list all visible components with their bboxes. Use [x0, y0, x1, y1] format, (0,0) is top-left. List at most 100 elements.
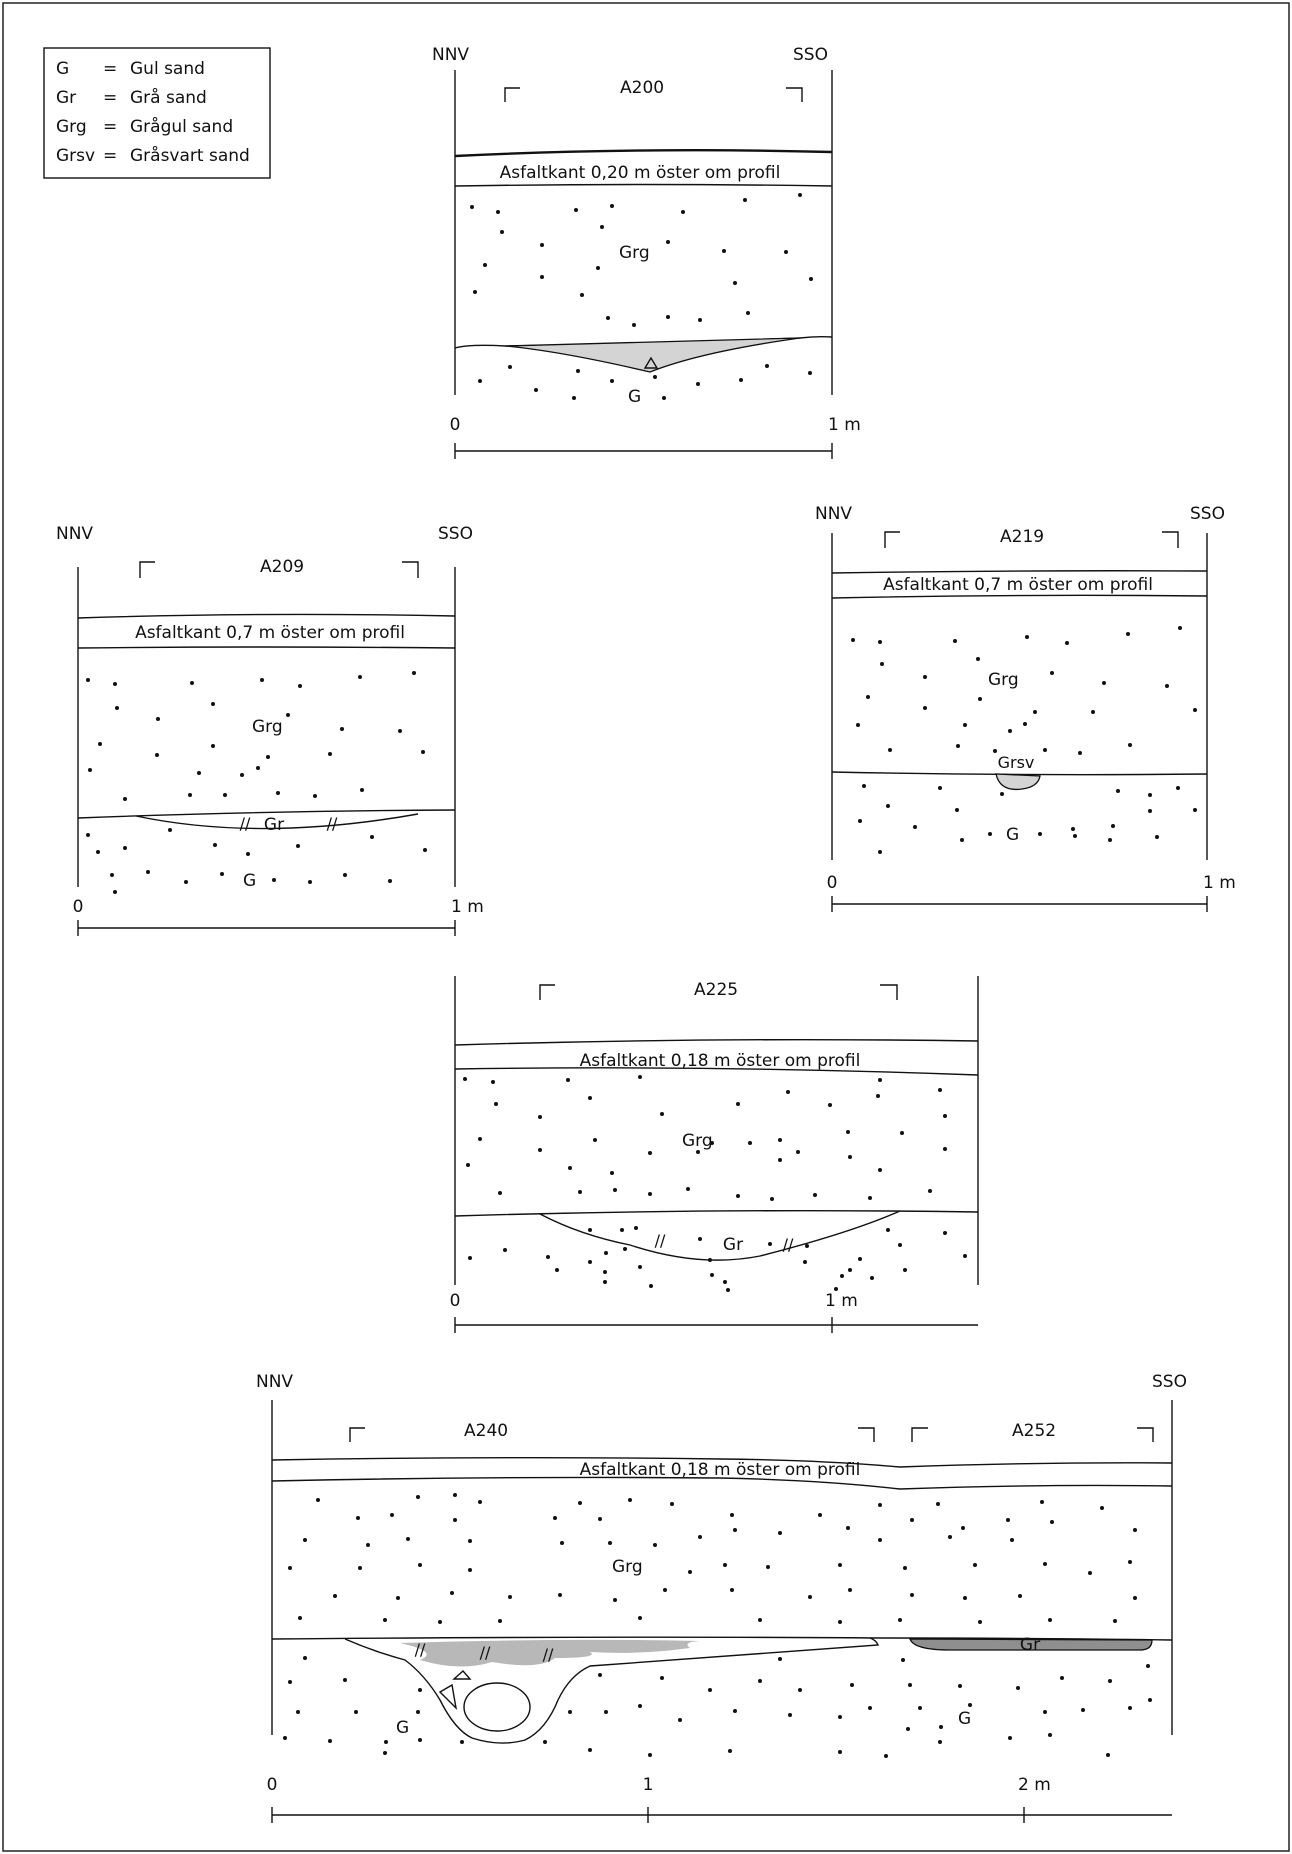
layer-label-grg: Grg — [252, 717, 283, 737]
direction-right-label: SSO — [438, 524, 473, 544]
feature-bracket-left — [539, 984, 555, 1000]
legend-eq-grg: = — [103, 117, 117, 137]
asphalt-note: Asfaltkant 0,20 m öster om profil — [500, 163, 781, 183]
feature-bracket-right — [880, 984, 898, 1000]
feature-label-a240: A240 — [464, 1421, 508, 1441]
direction-left-label: NNV — [256, 1372, 293, 1392]
legend-desc-grsv: Gråsvart sand — [130, 145, 250, 166]
pit-outline — [135, 813, 419, 830]
ground-surface-line — [271, 1457, 1173, 1468]
asphalt-note: Asfaltkant 0,18 m öster om profil — [580, 1051, 861, 1071]
legend-code-grsv: Grsv — [56, 146, 95, 166]
legend-box — [43, 47, 271, 179]
legend-desc-grg: Grågul sand — [130, 116, 233, 137]
legend-eq-grsv: = — [103, 146, 117, 166]
feature-label: A200 — [620, 78, 664, 98]
pit-fill-lens — [504, 337, 801, 373]
feature-label-a252: A252 — [1012, 1421, 1056, 1441]
layer-label-gr: Gr — [264, 815, 284, 835]
asphalt-layer-line — [454, 1067, 979, 1076]
asphalt-note: Asfaltkant 0,7 m öster om profil — [883, 575, 1153, 595]
asphalt-layer-line — [454, 183, 833, 187]
direction-left-label: NNV — [815, 504, 852, 524]
feature-bracket-right-a252 — [1137, 1427, 1154, 1442]
find-marker-icon — [452, 1670, 472, 1680]
stone-boulder-outline — [463, 1682, 531, 1732]
legend-code-g: G — [56, 59, 69, 79]
ground-surface-line — [831, 570, 1208, 574]
feature-bracket-left — [504, 87, 520, 102]
layer-boundary-line — [831, 771, 1208, 776]
layer-boundary-line — [454, 1209, 979, 1217]
layer-label-g-right: G — [958, 1709, 971, 1729]
feature-label: A225 — [694, 980, 738, 1000]
layer-fill-hatch: // — [240, 814, 251, 833]
direction-left-label: NNV — [56, 524, 93, 544]
dots-a209 — [86, 671, 427, 894]
legend-code-grg: Grg — [56, 117, 87, 137]
dots-a200 — [470, 193, 813, 400]
feature-label: A209 — [260, 557, 304, 577]
scale-start-label: 0 — [450, 415, 461, 435]
asphalt-note: Asfaltkant 0,18 m öster om profil — [580, 1460, 861, 1480]
layer-fill-hatch: // — [480, 1643, 491, 1662]
pit-outline — [344, 1637, 880, 1744]
asphalt-note: Asfaltkant 0,7 m öster om profil — [135, 623, 405, 643]
feature-bracket-left-a240 — [349, 1427, 365, 1442]
layer-label-g-left: G — [396, 1718, 409, 1738]
direction-left-label: NNV — [432, 45, 469, 65]
dots-a219 — [851, 626, 1197, 854]
layer-label-grg: Grg — [619, 243, 650, 263]
direction-right-label: SSO — [1190, 504, 1225, 524]
feature-label: A219 — [1000, 527, 1044, 547]
layer-label-gr: Gr — [1020, 1635, 1040, 1655]
feature-bracket-left — [139, 561, 155, 578]
layer-boundary-line — [77, 809, 456, 819]
asphalt-layer-line — [271, 1476, 1173, 1490]
profile-a240-a252: NNV SSO A240 A252 Asfaltkant 0,18 m öste… — [256, 1372, 1187, 1823]
asphalt-layer-line — [831, 594, 1208, 599]
charcoal-lens-fill — [400, 1639, 700, 1667]
legend-desc-gr: Grå sand — [130, 87, 207, 108]
pit-fill-lens-a252 — [909, 1638, 1153, 1651]
scale-start-label: 0 — [450, 1291, 461, 1311]
feature-bracket-right — [402, 561, 419, 578]
layer-label-g: G — [243, 871, 256, 891]
legend: G = Gul sand Gr = Grå sand Grg = Grågul … — [43, 47, 271, 179]
layer-boundary-line — [271, 1636, 1173, 1641]
legend-eq-gr: = — [103, 88, 117, 108]
profile-a225: A225 Asfaltkant 0,18 m öster om profil G… — [450, 976, 979, 1333]
dots-a240 — [283, 1493, 1152, 1758]
scale-end-label: 1 m — [1203, 873, 1236, 893]
scale-end-label: 2 m — [1018, 1775, 1051, 1795]
scale-start-label: 0 — [267, 1775, 278, 1795]
feature-bracket-right — [1162, 531, 1179, 548]
layer-label-g: G — [1006, 825, 1019, 845]
layer-label-grg: Grg — [988, 670, 1019, 690]
scale-end-label: 1 m — [825, 1291, 858, 1311]
direction-right-label: SSO — [793, 45, 828, 65]
scale-end-label: 1 m — [828, 415, 861, 435]
ground-surface-line — [454, 1038, 979, 1046]
feature-bracket-right-a240 — [858, 1427, 875, 1442]
direction-right-label: SSO — [1152, 1372, 1187, 1392]
ground-surface-line — [77, 613, 456, 619]
layer-label-grg: Grg — [612, 1557, 643, 1577]
layer-fill-hatch: // — [415, 1640, 426, 1659]
layer-label-gr: Gr — [723, 1235, 743, 1255]
feature-bracket-left-a252 — [911, 1427, 928, 1442]
find-marker-icon — [643, 356, 659, 369]
dots-a225 — [463, 1075, 967, 1292]
profile-a219: NNV SSO A219 Asfaltkant 0,7 m öster om p… — [815, 504, 1236, 912]
feature-bracket-left — [884, 531, 900, 548]
pit-outline — [539, 1210, 901, 1261]
layer-fill-hatch: // — [655, 1231, 666, 1250]
layer-fill-hatch: // — [327, 814, 338, 833]
layer-fill-hatch: // — [543, 1645, 554, 1664]
scale-end-label: 1 m — [451, 897, 484, 917]
legend-code-gr: Gr — [56, 88, 76, 108]
layer-label-grg: Grg — [682, 1131, 713, 1151]
stone-outline — [438, 1683, 458, 1711]
